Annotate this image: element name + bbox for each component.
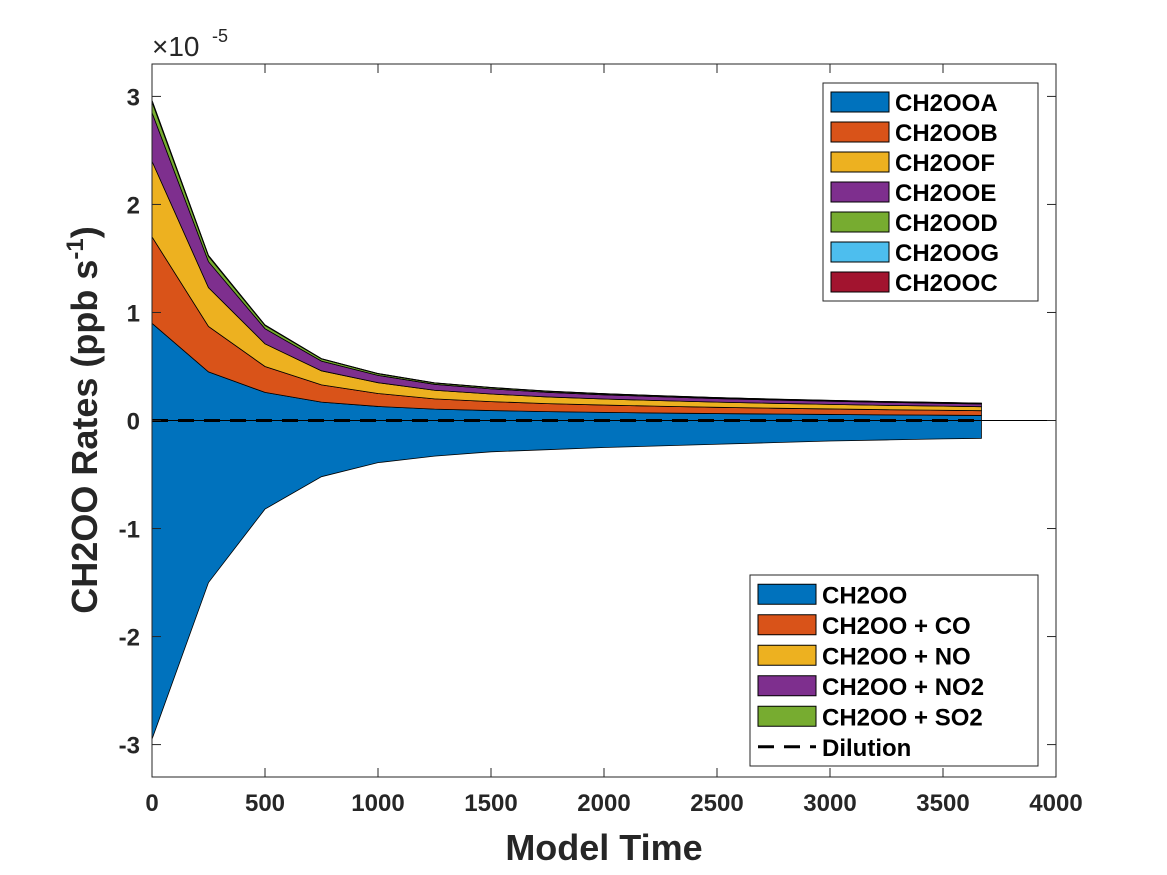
legend-swatch [830, 271, 890, 293]
x-tick-label: 1000 [351, 790, 404, 817]
y-tick-label: 0 [127, 409, 140, 436]
x-tick-label: 1500 [464, 790, 517, 817]
legend-label: CH2OO + NO [822, 643, 971, 670]
exponent-prefix: ×10 [152, 31, 200, 62]
axis-ticks: 0 500 1000 1500 2000 2500 3000 3500 4000 -3 -2 -1 0 1… [119, 64, 1083, 817]
x-tick-label: 0 [145, 790, 158, 817]
legend-label: CH2OOE [895, 180, 996, 207]
legend-box [749, 574, 1039, 767]
legend-label: Dilution [822, 735, 911, 762]
exponent-label: ×10 -5 [152, 26, 228, 62]
legend-swatch [830, 181, 890, 203]
legend-label: CH2OOD [895, 210, 998, 237]
legend-swatch [757, 644, 817, 666]
x-tick-label: 2000 [577, 790, 630, 817]
x-tick-label: 4000 [1029, 790, 1082, 817]
x-tick-label: 2500 [690, 790, 743, 817]
area-negative-ch2oo [151, 420, 982, 740]
legend-label: CH2OOC [895, 270, 998, 297]
exponent-power: -5 [212, 26, 228, 46]
legend-swatch [830, 211, 890, 233]
area-ch2ooc [151, 100, 982, 404]
legend-swatch [757, 705, 817, 727]
legend-label: CH2OOF [895, 150, 995, 177]
legend-swatch [757, 583, 817, 605]
legend-label: CH2OO [822, 582, 907, 609]
legend-label: CH2OO + CO [822, 613, 971, 640]
y-axis-label-sup: -1 [62, 238, 89, 259]
x-axis-label: Model Time [505, 827, 702, 868]
y-axis-label-main: CH2OO Rates (ppb s [64, 260, 105, 614]
y-tick-label: -1 [119, 517, 140, 544]
legend-swatch [830, 91, 890, 113]
legend-label: CH2OOG [895, 240, 999, 267]
legend-label: CH2OO + NO2 [822, 674, 984, 701]
legend-swatch [830, 151, 890, 173]
y-axis-label: CH2OO Rates (ppb s-1) [62, 226, 105, 613]
legend-swatch [830, 121, 890, 143]
x-tick-label: 3000 [803, 790, 856, 817]
y-tick-label: -3 [119, 733, 140, 760]
y-axis-label-close: ) [64, 226, 105, 238]
legend-swatch [757, 675, 817, 697]
x-tick-label: 500 [245, 790, 285, 817]
legend-label: CH2OO + SO2 [822, 704, 983, 731]
legend-swatch [830, 241, 890, 263]
legend-upper: CH2OOA CH2OOB CH2OOF CH2OOE CH2OOD CH2OOG CH2O… [822, 82, 1039, 302]
legend-lower: CH2OO CH2OO + CO CH2OO + NO CH2OO + NO2 CH2O… [749, 574, 1039, 767]
legend-swatch [757, 614, 817, 636]
y-tick-label: -2 [119, 625, 140, 652]
y-tick-label: 1 [127, 300, 140, 327]
legend-label: CH2OOB [895, 120, 998, 147]
y-tick-label: 2 [127, 192, 140, 219]
x-tick-label: 3500 [916, 790, 969, 817]
y-tick-label: 3 [127, 84, 140, 111]
legend-label: CH2OOA [895, 90, 998, 117]
